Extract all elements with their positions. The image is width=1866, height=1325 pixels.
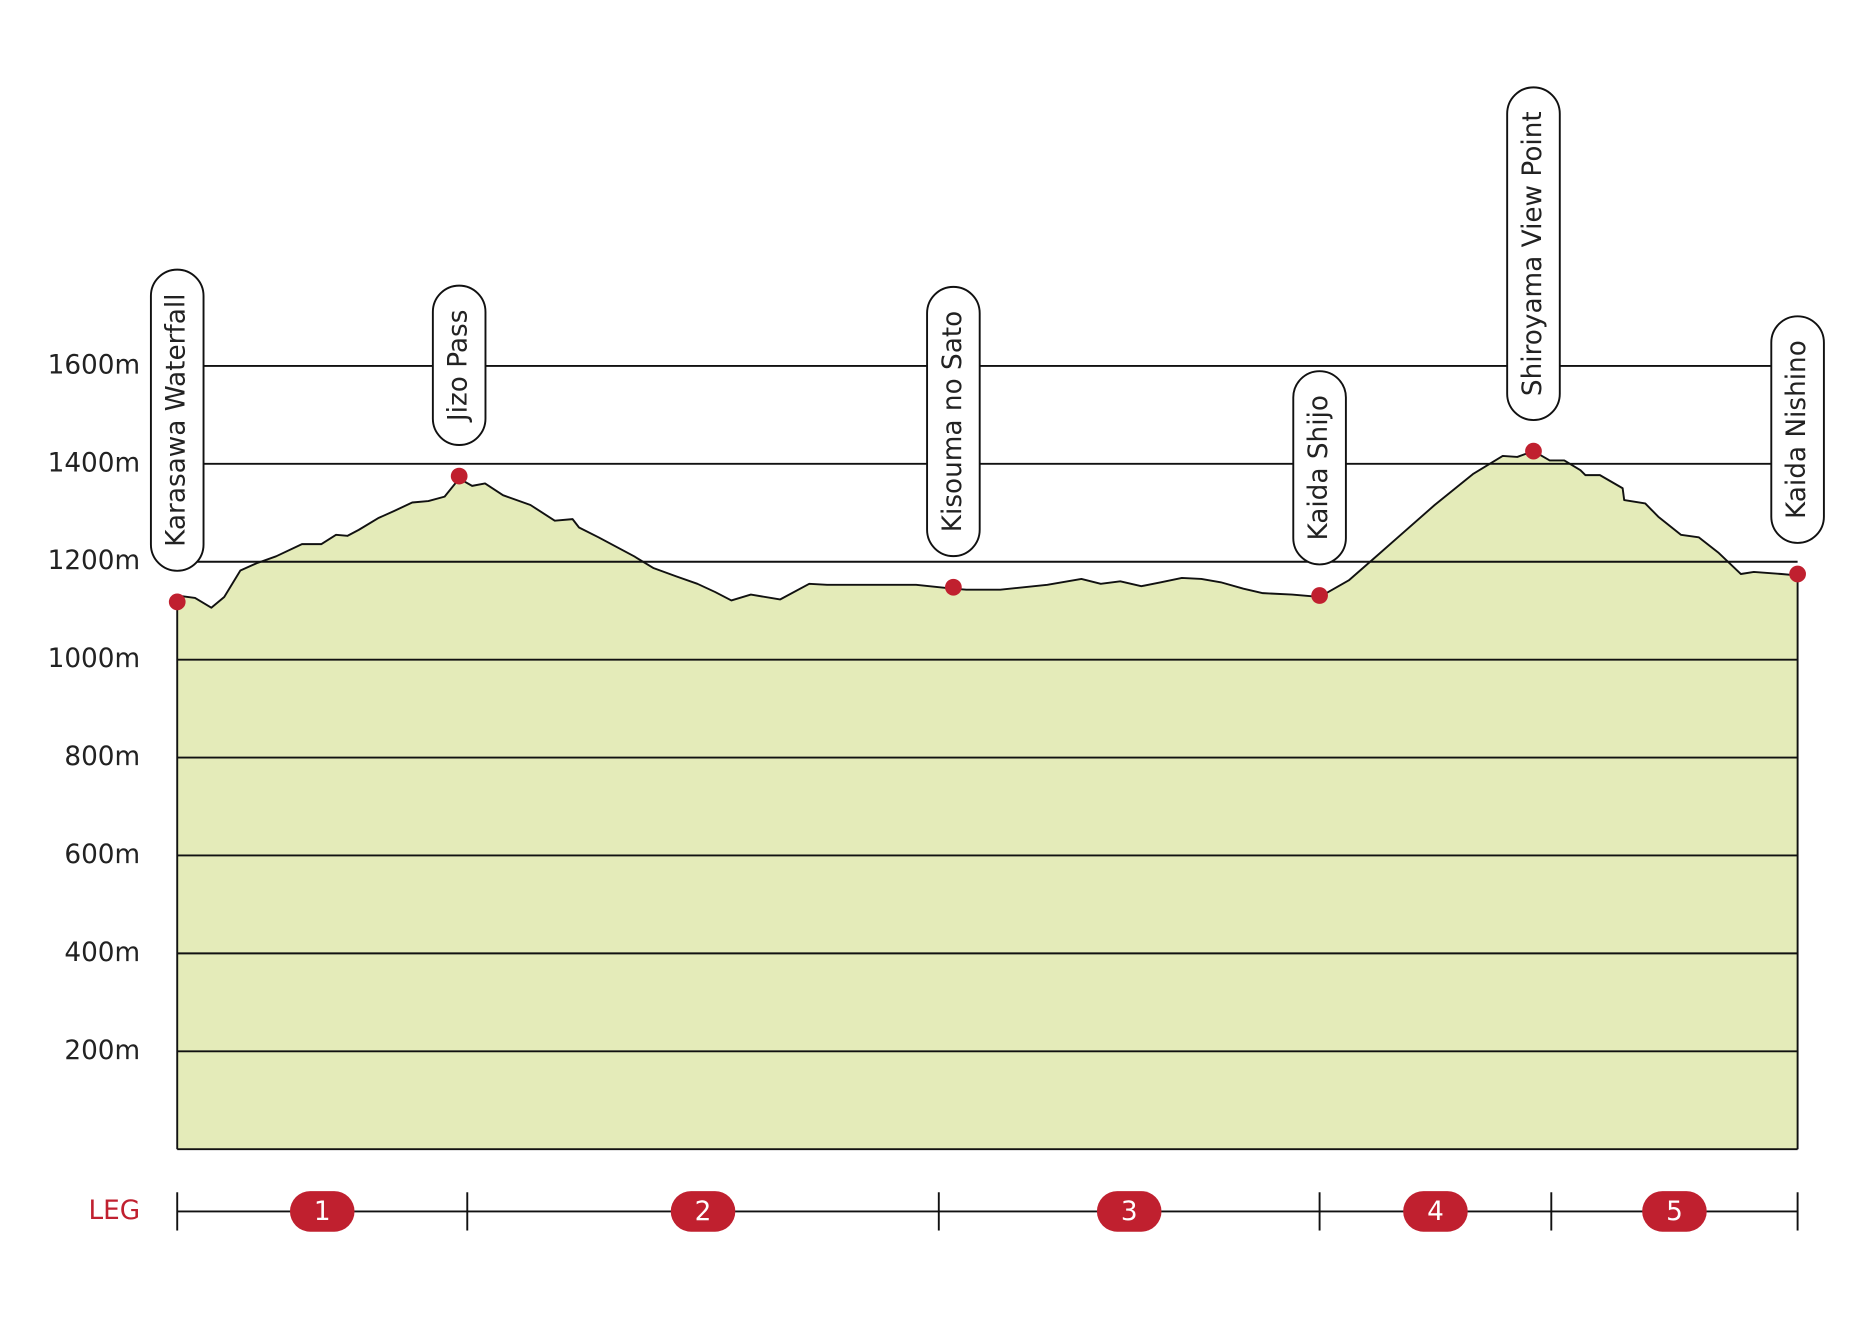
leg-number: 5 — [1666, 1197, 1683, 1227]
elevation-area — [177, 451, 1798, 1150]
waypoint-label: Shiroyama View Point — [1506, 86, 1561, 421]
waypoint-box — [1292, 370, 1347, 566]
waypoint-label: Kaida Shijo — [1292, 370, 1347, 566]
waypoint-name: Kaida Shijo — [1304, 395, 1334, 540]
waypoint-name: Shiroyama View Point — [1518, 111, 1548, 396]
waypoint-label: Kisouma no Sato — [926, 285, 981, 558]
waypoint-box — [1506, 86, 1561, 421]
leg-number: 2 — [695, 1197, 712, 1227]
waypoint-marker — [168, 593, 186, 611]
leg-pill — [1642, 1191, 1707, 1232]
legs-label: LEG — [88, 1196, 140, 1226]
waypoint-box — [149, 268, 205, 572]
leg-pill — [1096, 1191, 1162, 1232]
y-tick-label: 1200m — [48, 546, 141, 576]
y-tick-label: 600m — [64, 840, 140, 870]
leg-pill — [1403, 1191, 1468, 1232]
leg-number: 3 — [1121, 1197, 1138, 1227]
waypoint-label: Karasawa Waterfall — [149, 268, 205, 572]
y-tick-label: 1600m — [48, 350, 141, 380]
waypoint-name: Jizo Pass — [444, 310, 474, 424]
waypoint-box — [926, 285, 981, 558]
leg-number: 4 — [1427, 1197, 1444, 1227]
leg-pill — [289, 1191, 355, 1232]
waypoint-marker — [945, 578, 962, 596]
waypoint-box — [1770, 315, 1825, 544]
waypoint-marker — [1525, 442, 1542, 460]
leg-number: 1 — [314, 1197, 331, 1227]
waypoint-label: Kaida Nishino — [1770, 315, 1825, 544]
leg-pill — [670, 1191, 736, 1232]
y-tick-label: 200m — [64, 1036, 140, 1066]
waypoint-name: Karasawa Waterfall — [162, 294, 192, 547]
waypoint-box — [431, 284, 487, 446]
y-tick-label: 1400m — [48, 448, 141, 478]
y-tick-label: 400m — [64, 938, 140, 968]
waypoint-name: Kisouma no Sato — [938, 311, 968, 532]
y-tick-label: 1000m — [48, 644, 141, 674]
waypoint-name: Kaida Nishino — [1782, 340, 1812, 519]
y-tick-label: 800m — [64, 742, 140, 772]
waypoint-marker — [1789, 565, 1806, 583]
waypoint-marker — [450, 467, 468, 485]
waypoint-marker — [1311, 587, 1328, 604]
waypoint-label: Jizo Pass — [431, 284, 487, 446]
